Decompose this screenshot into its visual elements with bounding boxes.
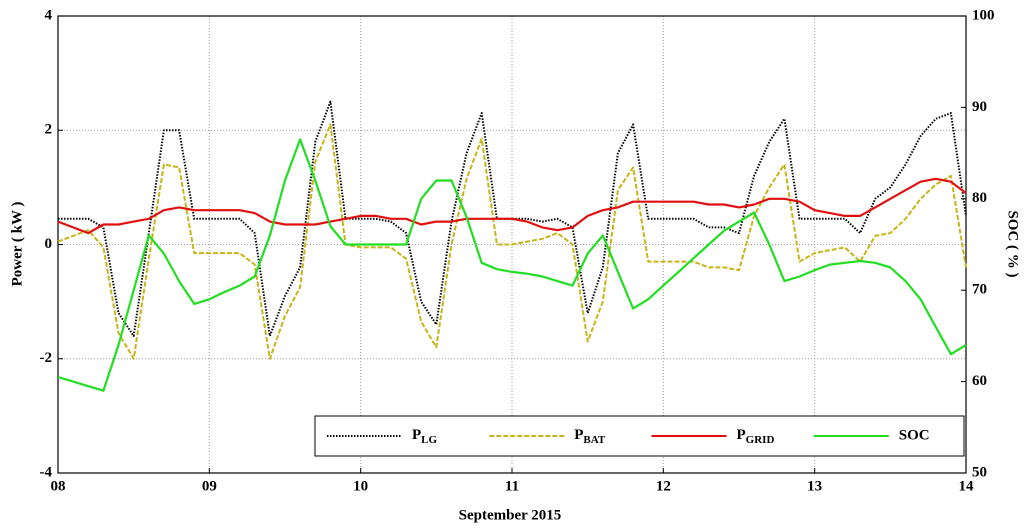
y2-tick-label: 50 xyxy=(972,464,987,480)
y-tick-label: -4 xyxy=(40,464,53,480)
y-tick-label: 2 xyxy=(45,122,53,138)
y2-tick-label: 60 xyxy=(972,373,987,389)
legend-label: PLG xyxy=(412,427,438,445)
y-tick-label: 4 xyxy=(45,7,53,23)
y-tick-label: -2 xyxy=(40,350,53,366)
legend-label: PBAT xyxy=(574,427,606,445)
x-tick-label: 11 xyxy=(505,478,519,494)
series-line xyxy=(57,123,967,360)
x-axis-label: September 2015 xyxy=(459,507,562,523)
legend-label: SOC xyxy=(899,427,930,443)
x-tick-label: 12 xyxy=(656,478,671,494)
y2-tick-label: 100 xyxy=(972,7,995,23)
y2-tick-label: 90 xyxy=(972,99,987,115)
y2-tick-label: 80 xyxy=(972,190,987,206)
x-tick-label: 14 xyxy=(959,478,975,494)
x-tick-label: 08 xyxy=(51,478,66,494)
series-line xyxy=(57,177,967,235)
series-line xyxy=(58,100,967,337)
y-axis-label: Power ( kW ) xyxy=(9,202,25,287)
y2-axis-label: SOC ( % ) xyxy=(1005,210,1021,277)
y2-tick-label: 70 xyxy=(972,282,987,298)
legend-label: PGRID xyxy=(737,427,775,445)
x-tick-label: 09 xyxy=(202,478,217,494)
x-tick-label: 13 xyxy=(807,478,822,494)
series-line xyxy=(57,138,967,392)
y-tick-label: 0 xyxy=(45,236,53,252)
plot-frame xyxy=(57,15,967,474)
x-tick-label: 10 xyxy=(353,478,368,494)
